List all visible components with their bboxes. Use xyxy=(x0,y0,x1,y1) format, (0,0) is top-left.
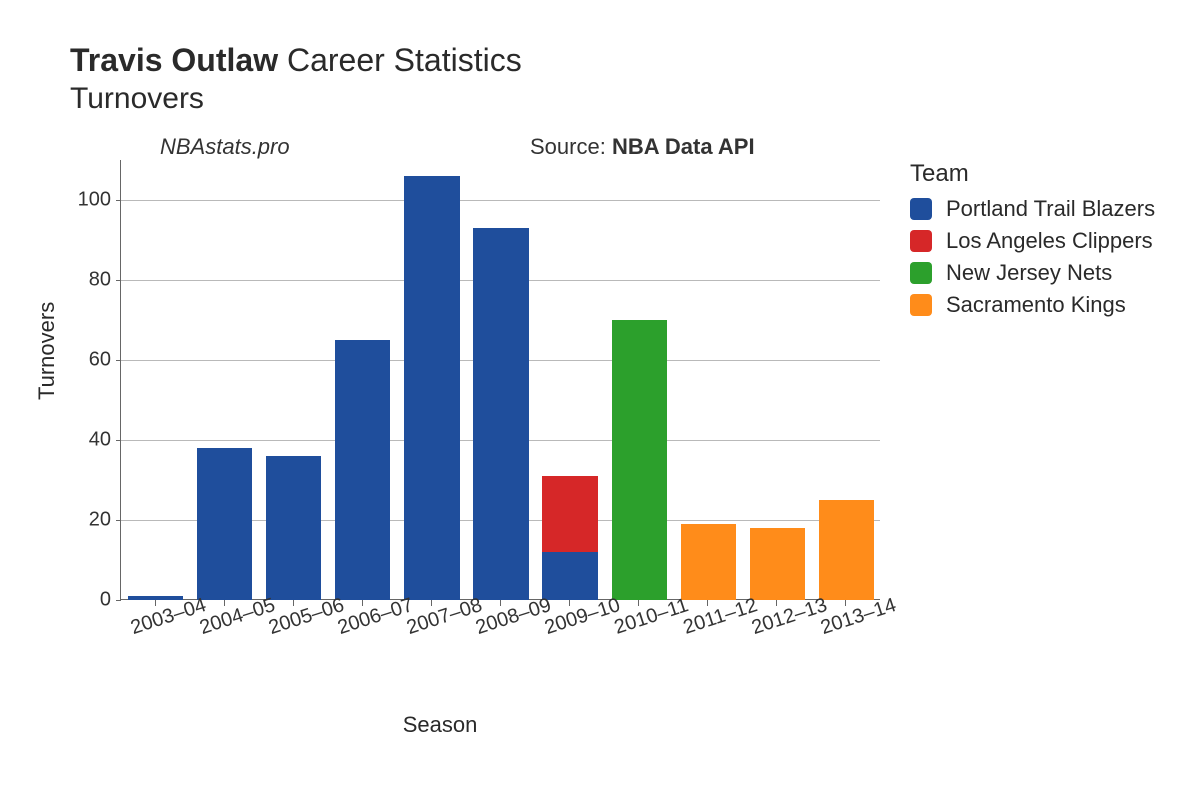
gridline xyxy=(121,200,880,201)
bar-segment xyxy=(819,500,874,600)
bar-segment xyxy=(612,320,667,600)
bar-segment xyxy=(404,176,459,600)
legend-label: Portland Trail Blazers xyxy=(946,196,1155,222)
xtick-mark xyxy=(569,600,570,606)
legend: Team Portland Trail Blazers Los Angeles C… xyxy=(910,160,1155,324)
legend-label: Los Angeles Clippers xyxy=(946,228,1153,254)
legend-item: Portland Trail Blazers xyxy=(910,196,1155,222)
xtick-mark xyxy=(638,600,639,606)
attribution-site: NBAstats.pro xyxy=(160,134,290,160)
xtick-mark xyxy=(500,600,501,606)
legend-item: Los Angeles Clippers xyxy=(910,228,1155,254)
ytick-label: 100 xyxy=(71,189,121,212)
bar-segment xyxy=(197,448,252,600)
bar-segment xyxy=(542,476,597,552)
xtick-mark xyxy=(707,600,708,606)
xtick-mark xyxy=(293,600,294,606)
xtick-mark xyxy=(155,600,156,606)
xtick-mark xyxy=(431,600,432,606)
bar-segment xyxy=(750,528,805,600)
bar-segment xyxy=(266,456,321,600)
xtick-mark xyxy=(776,600,777,606)
x-axis-label: Season xyxy=(40,712,840,738)
attribution-row: NBAstats.pro Source: NBA Data API xyxy=(70,134,1160,162)
chart-title: Travis Outlaw Career Statistics Turnover… xyxy=(70,40,1160,116)
bar-segment xyxy=(473,228,528,600)
bar-segment xyxy=(128,596,183,600)
attribution-source: Source: NBA Data API xyxy=(530,134,755,160)
xtick-mark xyxy=(224,600,225,606)
title-player: Travis Outlaw xyxy=(70,42,278,78)
legend-swatch xyxy=(910,262,932,284)
attribution-source-name: NBA Data API xyxy=(612,134,755,159)
ytick-label: 80 xyxy=(71,269,121,292)
bar-segment xyxy=(335,340,390,600)
legend-label: Sacramento Kings xyxy=(946,292,1126,318)
xtick-label: 2013–14 xyxy=(818,594,899,640)
legend-title: Team xyxy=(910,160,1155,188)
ytick-label: 60 xyxy=(71,349,121,372)
xtick-mark xyxy=(362,600,363,606)
chart-title-line1: Travis Outlaw Career Statistics xyxy=(70,40,1160,80)
legend-item: Sacramento Kings xyxy=(910,292,1155,318)
ytick-label: 0 xyxy=(71,589,121,612)
xtick-mark xyxy=(845,600,846,606)
attribution-source-prefix: Source: xyxy=(530,134,612,159)
bar-segment xyxy=(681,524,736,600)
plot-area: 020406080100 xyxy=(120,160,880,600)
title-rest: Career Statistics xyxy=(278,42,522,78)
ytick-label: 40 xyxy=(71,429,121,452)
chart-subtitle: Turnovers xyxy=(70,82,1160,116)
y-axis-label: Turnovers xyxy=(34,302,60,400)
bar-segment xyxy=(542,552,597,600)
legend-item: New Jersey Nets xyxy=(910,260,1155,286)
legend-swatch xyxy=(910,230,932,252)
ytick-label: 20 xyxy=(71,509,121,532)
legend-swatch xyxy=(910,294,932,316)
legend-label: New Jersey Nets xyxy=(946,260,1112,286)
chart: Turnovers 020406080100 Season Team Portl… xyxy=(40,160,1160,780)
legend-swatch xyxy=(910,198,932,220)
page: Travis Outlaw Career Statistics Turnover… xyxy=(0,0,1200,800)
